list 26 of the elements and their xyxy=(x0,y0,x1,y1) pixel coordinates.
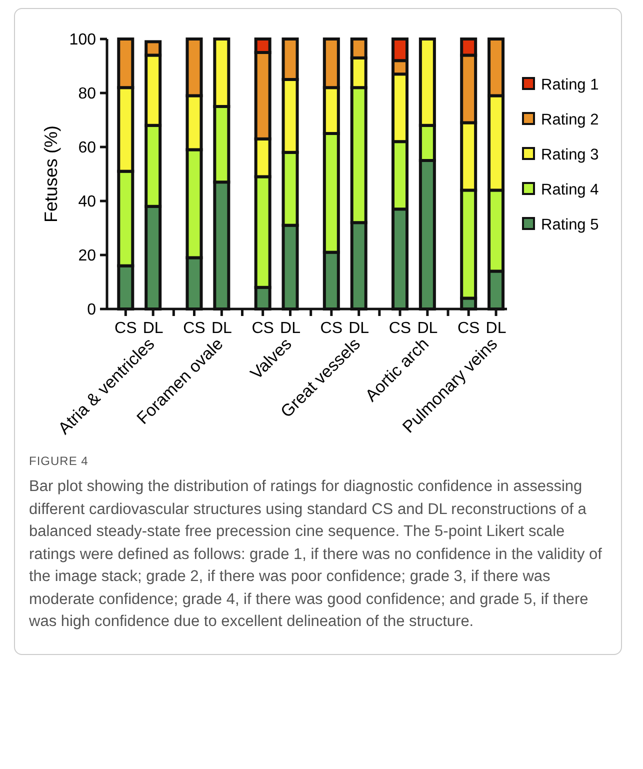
y-tick-label: 40 xyxy=(78,194,96,211)
x-tick-label: CS xyxy=(457,320,480,337)
x-tick-label: CS xyxy=(320,320,343,337)
legend-label: Rating 3 xyxy=(541,146,599,164)
caption: FIGURE 4 xyxy=(29,454,90,468)
x-tick-label: DL xyxy=(142,320,164,337)
y-tick-label: 100 xyxy=(69,32,96,49)
x-tick-label: CS xyxy=(114,320,137,337)
x-tick-label: CS xyxy=(183,320,206,337)
x-tick-label: DL xyxy=(211,320,232,337)
x-tick-label: DL xyxy=(417,320,438,337)
legend-label: Rating 4 xyxy=(541,181,600,198)
text: Bar plot showing the distribution of ratings for diagnostic confidence in assessing different cardiovascular structures using standard CS and DL reconstructions of a balanced steady-state free precession cine sequence. The 5-point Likert scale ratings were defined as follows: grade 1, if there was no confidence in the validity of the image stack; grade 2, if there was poor confidence; grade 3, if there was moderate confidence; grade 4, if there was good confidence; and grade 5, if there was high confidence due to excellent delineation of the structure. xyxy=(29,477,603,632)
y-tick-label: 80 xyxy=(78,86,96,103)
y-tick-label: 60 xyxy=(78,140,96,157)
y-tick-label: 20 xyxy=(78,248,96,265)
y-tick-label: 0 xyxy=(87,302,96,319)
x-tick-label: CS xyxy=(388,320,412,337)
x-tick-label: DL xyxy=(348,320,370,337)
legend-label: Rating 5 xyxy=(541,216,599,234)
x-tick-label: DL xyxy=(280,320,301,337)
y-axis-title: Fetuses (%) xyxy=(41,125,61,223)
x-tick-label: CS xyxy=(252,320,274,337)
legend-label: Rating 1 xyxy=(541,76,599,94)
legend-label: Rating 2 xyxy=(541,111,599,128)
x-tick-label: DL xyxy=(486,320,506,337)
